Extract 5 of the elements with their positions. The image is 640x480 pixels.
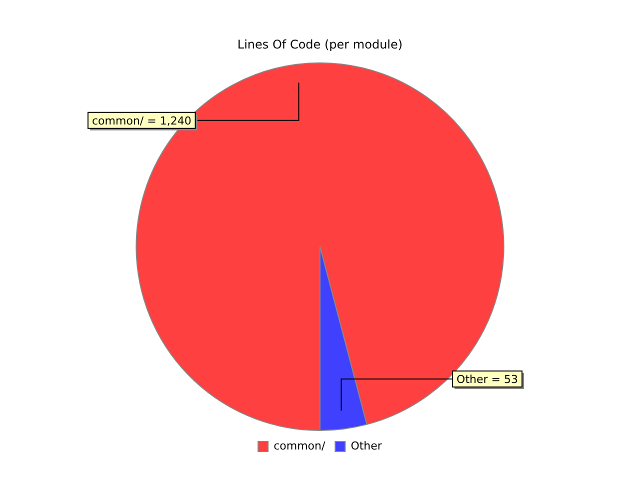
- chart-title: Lines Of Code (per module): [237, 37, 403, 52]
- data-label: common/ = 1,240: [92, 114, 192, 128]
- legend-label: Other: [350, 439, 382, 452]
- data-label: Other = 53: [456, 372, 518, 386]
- legend-label: common/: [274, 439, 326, 452]
